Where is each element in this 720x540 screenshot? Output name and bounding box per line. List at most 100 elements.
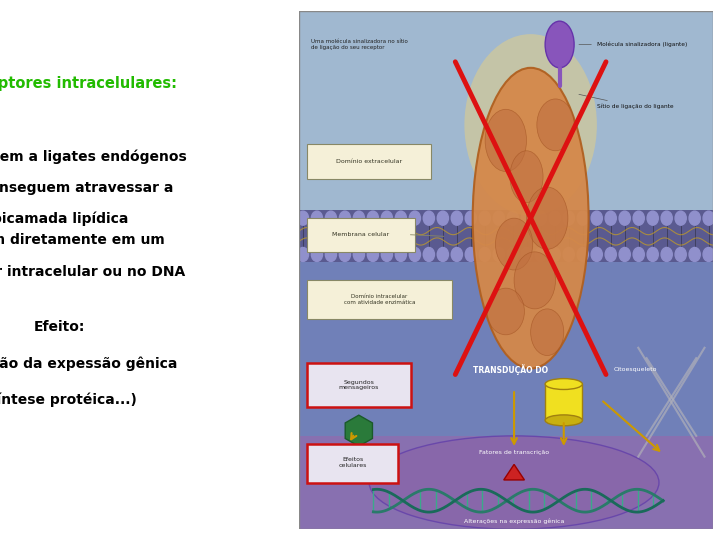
- FancyBboxPatch shape: [307, 444, 398, 483]
- Circle shape: [437, 247, 449, 261]
- Circle shape: [451, 247, 462, 261]
- Text: Uma molécula sinalizadora no sítio
de ligação do seu receptor: Uma molécula sinalizadora no sítio de li…: [311, 39, 408, 50]
- Circle shape: [661, 247, 672, 261]
- Text: Efeito:: Efeito:: [34, 320, 86, 334]
- Circle shape: [689, 247, 701, 261]
- Circle shape: [297, 211, 309, 225]
- Ellipse shape: [495, 218, 533, 270]
- Text: Fatores de transcrição: Fatores de transcrição: [479, 450, 549, 455]
- Ellipse shape: [545, 21, 574, 68]
- Circle shape: [311, 211, 323, 225]
- Circle shape: [647, 211, 658, 225]
- Circle shape: [619, 247, 630, 261]
- Circle shape: [354, 211, 364, 225]
- Ellipse shape: [526, 187, 568, 249]
- Circle shape: [633, 211, 644, 225]
- Circle shape: [339, 211, 351, 225]
- Text: Segundos
mensageiros: Segundos mensageiros: [338, 380, 379, 390]
- Circle shape: [325, 211, 336, 225]
- Circle shape: [395, 211, 407, 225]
- Circle shape: [535, 211, 546, 225]
- Circle shape: [507, 247, 518, 261]
- FancyBboxPatch shape: [307, 280, 452, 319]
- Bar: [299, 211, 713, 262]
- Ellipse shape: [369, 436, 659, 529]
- Circle shape: [367, 211, 379, 225]
- Ellipse shape: [485, 109, 526, 172]
- Circle shape: [605, 247, 616, 261]
- Text: Alterações na expressão gênica: Alterações na expressão gênica: [464, 519, 564, 524]
- Circle shape: [507, 211, 518, 225]
- FancyBboxPatch shape: [307, 363, 410, 407]
- Text: Alteração da expessão gênica: Alteração da expessão gênica: [0, 356, 177, 370]
- Circle shape: [311, 247, 323, 261]
- Ellipse shape: [545, 379, 582, 389]
- FancyBboxPatch shape: [307, 218, 415, 252]
- Circle shape: [493, 211, 505, 225]
- Circle shape: [409, 211, 420, 225]
- Circle shape: [339, 247, 351, 261]
- Text: Domínio intracelular
com atividade enzimática: Domínio intracelular com atividade enzim…: [343, 294, 415, 305]
- Ellipse shape: [531, 309, 564, 355]
- Circle shape: [382, 211, 392, 225]
- Ellipse shape: [537, 99, 574, 151]
- Circle shape: [577, 211, 588, 225]
- Circle shape: [480, 211, 490, 225]
- Ellipse shape: [545, 415, 582, 426]
- Circle shape: [675, 247, 686, 261]
- Text: Domínio extracelular: Domínio extracelular: [336, 159, 402, 164]
- Text: receptor intracelular ou no DNA: receptor intracelular ou no DNA: [0, 265, 185, 279]
- Text: Membrana celular: Membrana celular: [333, 232, 390, 237]
- Circle shape: [591, 247, 603, 261]
- Circle shape: [563, 211, 575, 225]
- Text: Sítio de ligação do ligante: Sítio de ligação do ligante: [579, 94, 673, 110]
- Ellipse shape: [510, 151, 543, 202]
- Ellipse shape: [487, 288, 524, 335]
- Bar: [299, 436, 713, 529]
- Text: que conseguem atravessar a: que conseguem atravessar a: [0, 181, 173, 195]
- Circle shape: [382, 247, 392, 261]
- Circle shape: [354, 247, 364, 261]
- Circle shape: [451, 211, 462, 225]
- Text: Citoesqueleto: Citoesqueleto: [613, 367, 657, 372]
- Circle shape: [325, 247, 336, 261]
- Circle shape: [465, 211, 477, 225]
- Ellipse shape: [514, 252, 556, 309]
- Circle shape: [521, 247, 532, 261]
- Circle shape: [297, 247, 309, 261]
- Bar: [545, 384, 582, 420]
- Circle shape: [535, 247, 546, 261]
- Ellipse shape: [473, 68, 589, 368]
- Text: Molécula sinalizadora (ligante): Molécula sinalizadora (ligante): [579, 42, 688, 47]
- Circle shape: [465, 247, 477, 261]
- Ellipse shape: [464, 34, 597, 215]
- Circle shape: [480, 247, 490, 261]
- Text: TRANSDUÇÃO DO: TRANSDUÇÃO DO: [472, 364, 548, 375]
- Circle shape: [647, 247, 658, 261]
- Circle shape: [521, 211, 532, 225]
- Circle shape: [675, 211, 686, 225]
- Circle shape: [423, 247, 434, 261]
- Circle shape: [689, 211, 701, 225]
- Circle shape: [619, 211, 630, 225]
- Text: Atuam diretamente em um: Atuam diretamente em um: [0, 233, 165, 247]
- Circle shape: [633, 247, 644, 261]
- Text: Efeitos
celulares: Efeitos celulares: [338, 457, 366, 468]
- Circle shape: [549, 211, 560, 225]
- Polygon shape: [504, 464, 524, 480]
- Circle shape: [549, 247, 560, 261]
- Circle shape: [577, 247, 588, 261]
- Circle shape: [409, 247, 420, 261]
- Text: Respondem a ligates endógenos: Respondem a ligates endógenos: [0, 150, 187, 164]
- Circle shape: [395, 247, 407, 261]
- Circle shape: [423, 211, 434, 225]
- Circle shape: [703, 211, 714, 225]
- Circle shape: [367, 247, 379, 261]
- FancyBboxPatch shape: [307, 144, 431, 179]
- Bar: [299, 262, 713, 529]
- Bar: [299, 11, 713, 211]
- Circle shape: [661, 211, 672, 225]
- Circle shape: [605, 211, 616, 225]
- Text: (síntese protéica...): (síntese protéica...): [0, 393, 138, 407]
- Circle shape: [591, 211, 603, 225]
